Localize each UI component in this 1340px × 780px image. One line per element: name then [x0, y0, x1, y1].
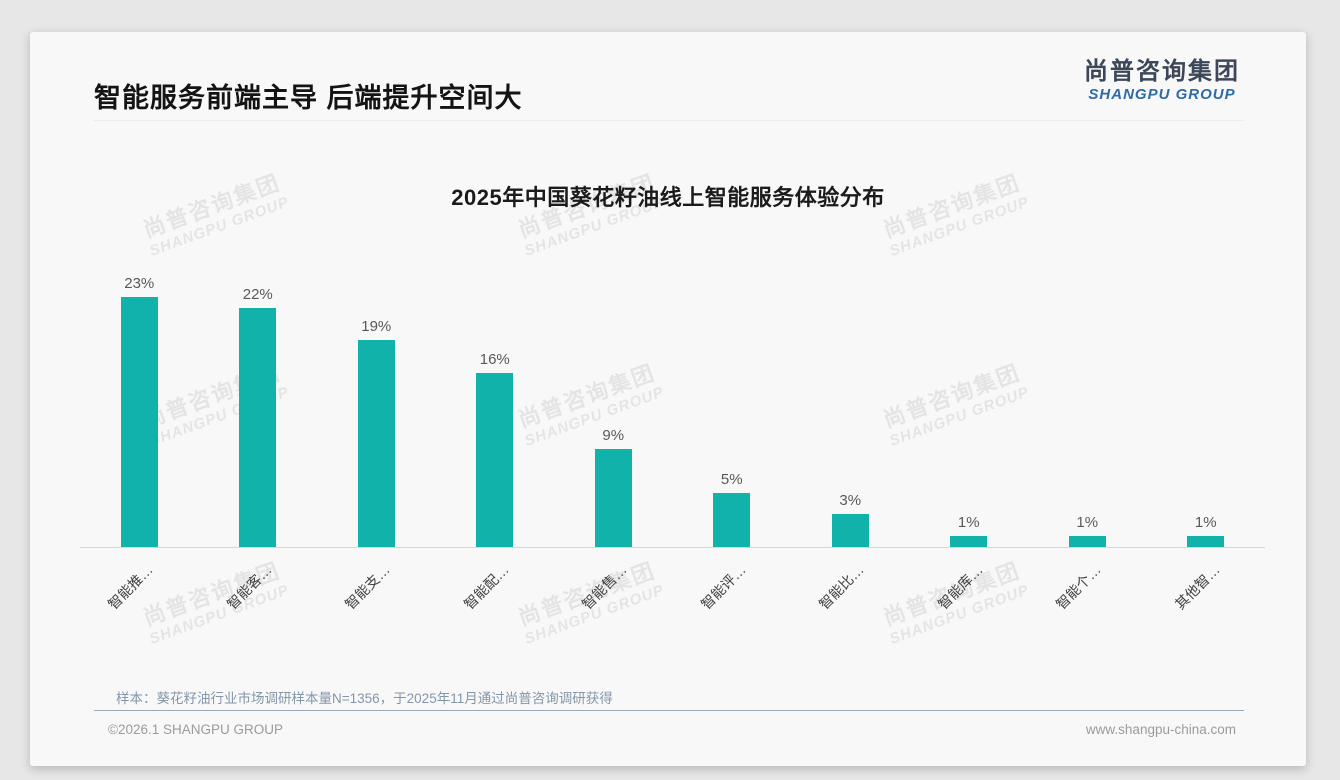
bar-value-label: 5%: [720, 471, 743, 488]
bar: [594, 449, 632, 547]
bar-column: 3%: [791, 492, 910, 547]
bar-value-label: 1%: [1194, 514, 1217, 531]
x-axis-labels: 智能推… 智能客… 智能支… 智能配… 智能售… 智能评… 智能比… 智能库… 智能个… 其他智…: [80, 548, 1265, 653]
x-axis-tick-label: 智能推…: [105, 561, 156, 613]
slide-card: 尚普咨询集团 SHANGPU GROUP 尚普咨询集团 SHANGPU GROUP 尚普…: [30, 32, 1306, 766]
bar: [1187, 536, 1225, 547]
bar-column: 16%: [436, 351, 555, 547]
bar: [1068, 536, 1106, 547]
bar: [713, 493, 751, 547]
bar-column: 23%: [80, 275, 199, 547]
bar-column: 1%: [1147, 514, 1266, 547]
bar-column: 1%: [910, 514, 1029, 547]
bar-value-label: 19%: [361, 318, 392, 335]
copyright-text: ©2026.1 SHANGPU GROUP: [108, 722, 284, 737]
x-axis-tick-label: 智能评…: [697, 561, 749, 613]
bar-value-label: 1%: [1076, 514, 1099, 531]
watermark: 尚普咨询集团 SHANGPU GROUP: [514, 169, 667, 261]
x-axis-tick-label: 其他智…: [1171, 561, 1223, 613]
x-axis-tick-label: 智能客…: [223, 561, 275, 613]
bar: [239, 308, 277, 547]
footer-divider: [94, 710, 1244, 711]
company-logo: 尚普咨询集团 SHANGPU GROUP: [1084, 58, 1240, 103]
bar-column: 9%: [554, 427, 673, 547]
chart-title: 2025年中国葵花籽油线上智能服务体验分布: [451, 185, 885, 210]
x-axis-tick-label: 智能比…: [816, 561, 867, 613]
bar: [831, 514, 869, 547]
bar-chart: 23% 22% 19% 16% 9% 5% 3% 1% 1% 1% 智能推… 智能客… 智能支… 智能配…: [80, 265, 1265, 653]
website-url[interactable]: www.shangpu-china.com: [1085, 722, 1236, 737]
bar-value-label: 3%: [839, 492, 862, 509]
x-axis-tick-label: 智能库…: [934, 561, 986, 613]
x-axis-tick-label: 智能支…: [342, 561, 393, 613]
watermark: 尚普咨询集团 SHANGPU GROUP: [139, 169, 292, 261]
bar-column: 19%: [317, 318, 436, 547]
bar-series: 23% 22% 19% 16% 9% 5% 3% 1% 1% 1%: [80, 265, 1265, 547]
bar-value-label: 16%: [479, 351, 510, 368]
bar-value-label: 9%: [602, 427, 625, 444]
bar-column: 5%: [673, 471, 792, 547]
sample-note: 样本：葵花籽油行业市场调研样本量N=1356，于2025年11月通过尚普咨询调研…: [116, 691, 613, 706]
bar-column: 22%: [199, 286, 318, 547]
x-axis-line: [80, 547, 1265, 548]
x-axis-tick-label: 智能个…: [1053, 561, 1104, 613]
bar: [357, 340, 395, 547]
x-axis-tick-label: 智能售…: [579, 561, 630, 613]
bar-column: 1%: [1028, 514, 1147, 547]
x-axis-tick-label: 智能配…: [460, 561, 512, 613]
bar: [950, 536, 988, 547]
bar-value-label: 1%: [957, 514, 980, 531]
header-divider: [94, 120, 1244, 121]
watermark: 尚普咨询集团 SHANGPU GROUP: [879, 169, 1032, 261]
logo-english-text: SHANGPU GROUP: [1088, 85, 1236, 103]
bar: [476, 373, 514, 547]
page-title: 智能服务前端主导 后端提升空间大: [94, 83, 523, 113]
bar-value-label: 23%: [124, 275, 155, 292]
bar: [120, 297, 158, 547]
bar-value-label: 22%: [242, 286, 273, 303]
logo-chinese-text: 尚普咨询集团: [1084, 58, 1240, 85]
